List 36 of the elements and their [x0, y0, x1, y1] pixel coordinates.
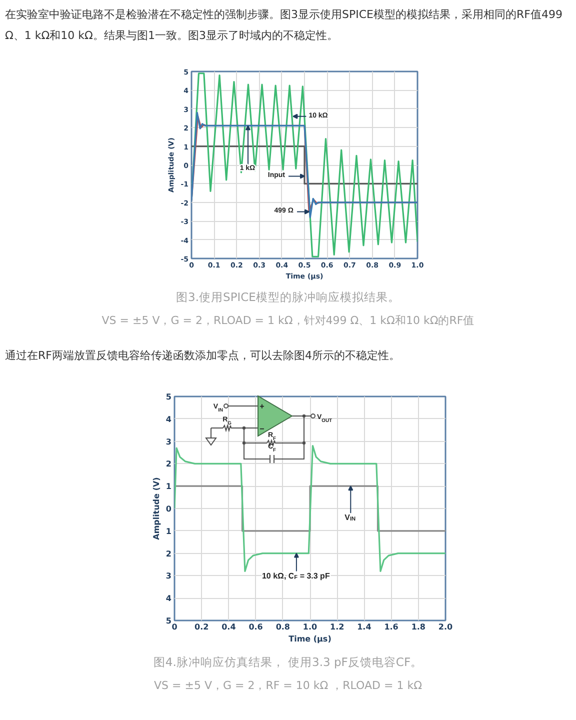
line-series	[174, 444, 446, 572]
x-tick-label: 0	[172, 622, 178, 632]
x-tick-label: 1.2	[330, 622, 344, 632]
y-tick-label: 0	[166, 504, 172, 514]
text: 在实验室中验证电路不是检验潜在不稳定性的强制步骤。图3显示使用SPICE模型的模拟结果，采用相同的RF值499 Ω、1 kΩ和10 kΩ。结果与图1一致。图3显示了时域内的不稳定性。	[4, 7, 564, 44]
y-tick-label: 1	[166, 526, 172, 536]
text: VS = ±5 V，G = 2，RF = 10 kΩ ，RLOAD = 1 kΩ	[153, 678, 423, 694]
y-tick-label: 4	[166, 594, 172, 604]
annotation: −	[260, 424, 265, 434]
line-series	[192, 72, 418, 258]
y-tick-label: 3	[166, 572, 172, 581]
annotation: V$_{IN}$	[344, 513, 356, 523]
x-tick-label: 1.8	[411, 622, 426, 632]
y-tick-label: 2	[166, 549, 172, 558]
annotation: 10 kΩ, C$_{F}$ = 3.3 pF	[262, 571, 330, 582]
y-tick-label: 3	[166, 437, 172, 446]
x-tick-label: 1.0	[302, 622, 318, 632]
x-tick-label: 1.6	[384, 622, 399, 632]
annotation: +	[260, 402, 265, 411]
x-tick-label: 0.8	[276, 622, 290, 632]
y-tick-label: 4	[166, 414, 172, 424]
y-tick-label: 2	[166, 460, 172, 469]
y-tick-label: 5	[166, 392, 172, 402]
x-tick-label: 0.6	[248, 622, 264, 632]
x-tick-label: 2.0	[438, 622, 454, 632]
y-tick-label: 1	[166, 482, 172, 492]
x-tick-label: 0.4	[222, 622, 236, 632]
x-axis-title: Time (µs)	[288, 634, 332, 644]
text: 图4.脉冲响应仿真结果， 使用3.3 pF反馈电容CF。	[152, 654, 424, 671]
text: 图3.使用SPICE模型的脉冲响应模拟结果。	[175, 289, 401, 306]
y-tick-label: 5	[166, 616, 172, 626]
text: VS = ±5 V，G = 2，RLOAD = 1 kΩ，针对499 Ω、1 kΩ和10 kΩ的RF值	[100, 313, 476, 329]
text: 通过在RF两端放置反馈电容给传递函数添加零点，可以去除图4所示的不稳定性。	[4, 348, 401, 364]
y-axis-title: Amplitude (V)	[152, 477, 161, 540]
x-tick-label: 0.2	[194, 622, 209, 632]
x-tick-label: 1.4	[357, 622, 372, 632]
